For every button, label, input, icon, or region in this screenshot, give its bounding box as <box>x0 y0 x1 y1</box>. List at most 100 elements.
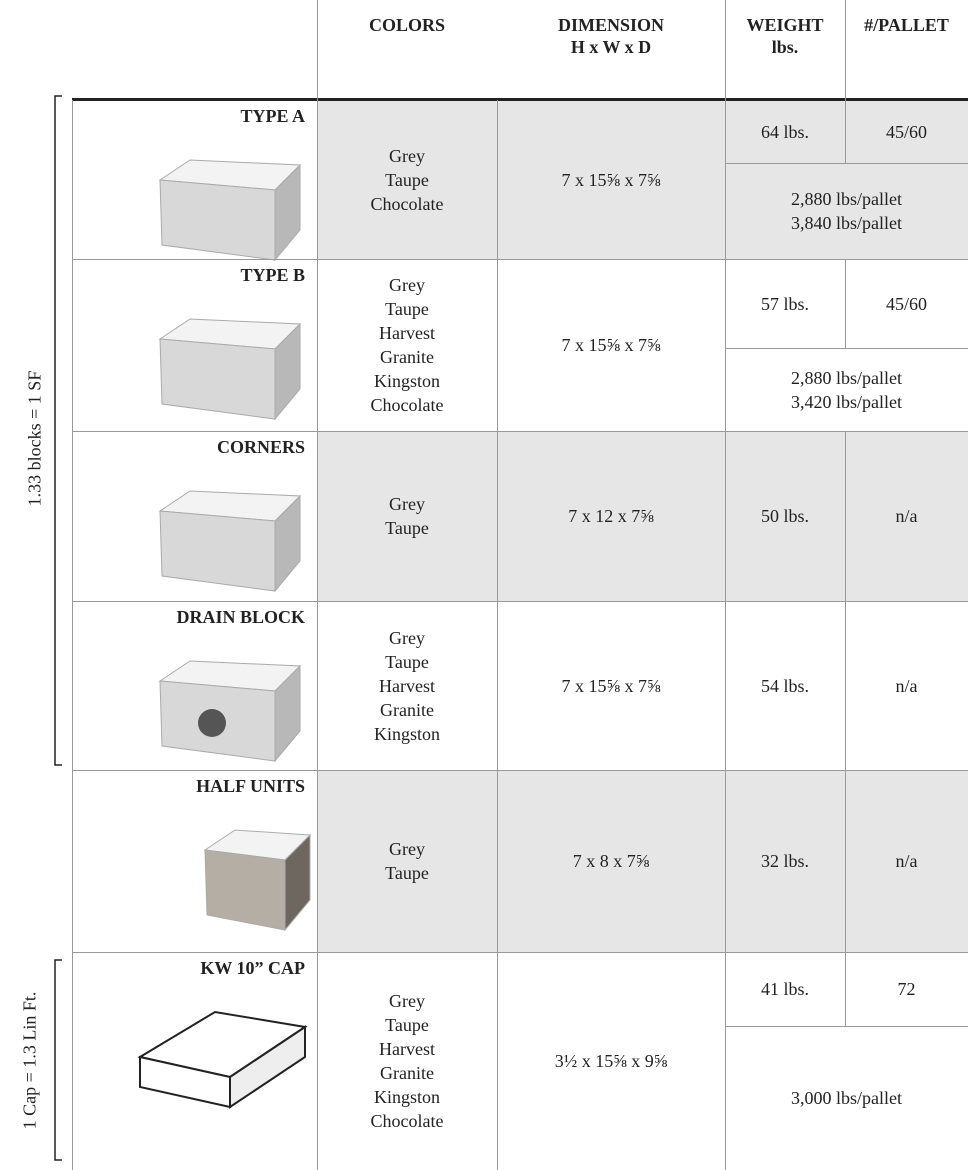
cell-line: Kingston <box>373 723 440 744</box>
cell-line: Chocolate <box>370 1111 444 1131</box>
colors-cell: Grey Taupe <box>317 431 497 601</box>
cell-line: Taupe <box>385 299 429 319</box>
cell-line: Grey <box>389 145 425 166</box>
pallet-cell: n/a <box>895 675 918 696</box>
header-dimension: DIMENSION H x W x D <box>497 0 725 100</box>
split-line <box>725 348 968 349</box>
side-note: 1 Cap = 1.3 Lin Ft. <box>19 991 40 1130</box>
cell-line: Granite <box>380 1063 434 1083</box>
colors-cell: Grey Taupe <box>317 770 497 952</box>
cell-line: Grey <box>389 494 425 514</box>
block-name: CORNERS <box>216 437 305 457</box>
weight-cell: 50 lbs. <box>760 506 809 526</box>
dimension-cell: 7 x 12 x 7⅝ <box>568 506 654 526</box>
cell-line: Kingston <box>373 1087 440 1107</box>
colors-cell: Grey Taupe Harvest Granite Kingston <box>317 601 497 770</box>
col-line <box>845 770 846 952</box>
cell-line: Harvest <box>379 1039 435 1059</box>
col-line <box>845 100 846 163</box>
block-name: TYPE B <box>240 265 305 285</box>
cell-line: Granite <box>380 699 434 720</box>
table-left-border <box>72 100 73 1170</box>
cell-line: Harvest <box>379 323 435 343</box>
col-line <box>845 601 846 770</box>
header-text: #/PALLET <box>864 15 949 35</box>
pallet-cell: 45/60 <box>885 121 927 142</box>
cell-line: 3,000 lbs/pallet <box>791 1088 902 1108</box>
cell-line: Taupe <box>385 1015 429 1035</box>
block-art <box>54 959 62 1161</box>
block-art <box>274 494 301 593</box>
col-line <box>497 100 498 1170</box>
dimension-cell: 3½ x 15⅝ x 9⅝ <box>554 1051 668 1071</box>
cell-line: Grey <box>389 839 425 859</box>
cell-line: Taupe <box>385 169 429 190</box>
split-line <box>725 163 968 164</box>
cell-line: 2,880 lbs/pallet <box>791 367 902 388</box>
header-text: DIMENSION <box>557 15 664 35</box>
block-art <box>198 709 226 737</box>
block-name: DRAIN BLOCK <box>176 607 305 627</box>
cell-line: Grey <box>389 627 425 648</box>
row-line <box>72 601 968 602</box>
block-art <box>229 1025 306 1109</box>
cell-line: 3,840 lbs/pallet <box>791 213 902 233</box>
col-line <box>845 259 846 348</box>
cell-line: Taupe <box>385 518 429 538</box>
block-art <box>274 322 301 421</box>
cell-line: Chocolate <box>370 193 444 214</box>
cell-line: 3,420 lbs/pallet <box>791 391 902 412</box>
block-art <box>317 431 968 601</box>
cell-line: Taupe <box>385 651 429 672</box>
weight-cell: 57 lbs. <box>760 293 809 314</box>
col-line <box>845 431 846 601</box>
cell-line: Chocolate <box>370 395 444 415</box>
header-pallet: #/PALLET <box>845 0 968 100</box>
header-colors: COLORS <box>317 0 497 100</box>
block-art <box>72 98 968 101</box>
block-name: KW 10” CAP <box>200 958 305 978</box>
cell-line: Grey <box>389 991 425 1011</box>
block-art <box>274 163 301 262</box>
colors-cell: Grey Taupe Chocolate <box>317 100 497 259</box>
weight-cell: 41 lbs. <box>760 979 809 999</box>
weight-cell: 32 lbs. <box>760 851 809 871</box>
block-art <box>284 833 311 932</box>
weight-cell: 54 lbs. <box>760 675 809 696</box>
pallet-cell: 72 <box>897 979 916 999</box>
block-art <box>317 100 968 259</box>
cell-line: Grey <box>389 275 425 295</box>
block-name: TYPE A <box>240 106 305 126</box>
cell-line: 2,880 lbs/pallet <box>791 189 902 209</box>
header-text: lbs. <box>771 37 799 57</box>
block-art <box>204 849 286 931</box>
cell-line: Kingston <box>373 371 440 391</box>
header-text: H x W x D <box>570 37 652 57</box>
col-line <box>725 0 726 1170</box>
cell-line: Taupe <box>385 863 429 883</box>
pallet-total-cell: 3,000 lbs/pallet <box>725 1026 968 1170</box>
dimension-cell: 7 x 8 x 7⅝ <box>572 851 650 871</box>
block-art <box>54 95 62 766</box>
row-line <box>72 259 968 260</box>
cell-line: Harvest <box>379 675 435 696</box>
split-line <box>725 1026 968 1027</box>
dimension-cell: 7 x 15⅝ x 7⅝ <box>561 335 661 355</box>
pallet-total-cell: 2,880 lbs/pallet 3,420 lbs/pallet <box>725 348 968 431</box>
cell-line: Granite <box>380 347 434 367</box>
pallet-cell: 45/60 <box>885 293 927 314</box>
header-text: WEIGHT <box>746 15 824 35</box>
pallet-total-cell: 2,880 lbs/pallet 3,840 lbs/pallet <box>725 163 968 259</box>
block-art <box>159 338 276 420</box>
header-weight: WEIGHT lbs. <box>725 0 845 100</box>
header-text: COLORS <box>368 15 446 35</box>
colors-cell: Grey Taupe Harvest Granite Kingston Chocolate <box>317 259 497 431</box>
block-art <box>159 510 276 592</box>
block-art <box>274 664 301 763</box>
row-line <box>72 431 968 432</box>
block-name: HALF UNITS <box>196 776 305 796</box>
weight-cell: 64 lbs. <box>760 121 809 142</box>
col-line <box>317 0 318 1170</box>
